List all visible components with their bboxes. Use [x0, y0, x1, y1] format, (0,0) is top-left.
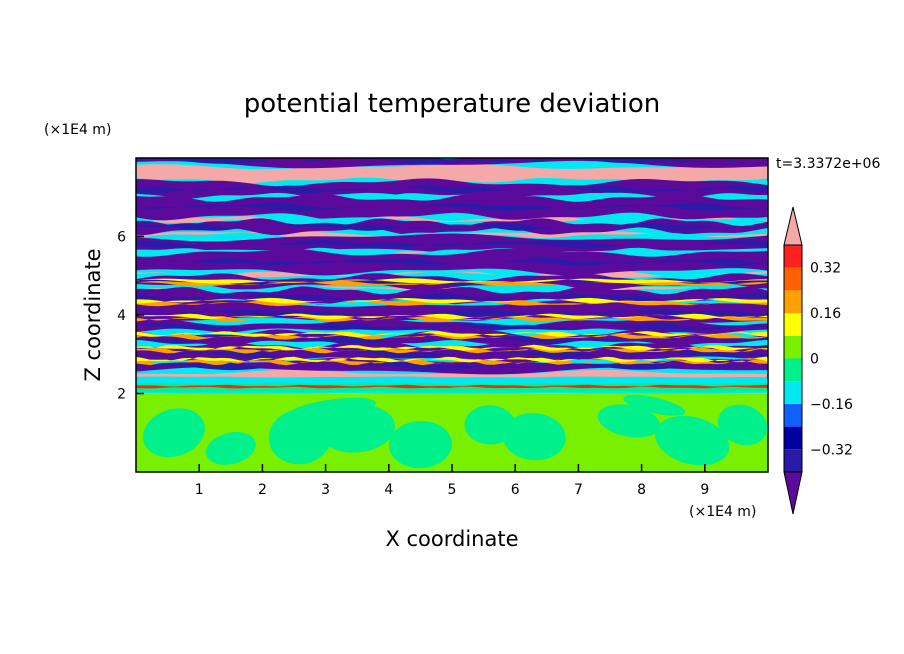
contour-core-blue — [136, 203, 768, 212]
contour-edge-yellow — [136, 356, 768, 363]
colorbar-segment — [784, 403, 802, 427]
contour-core-blue — [136, 222, 768, 231]
swirl-blob — [142, 408, 205, 458]
colorbar-tick-label: 0.32 — [810, 261, 841, 277]
chart-title: potential temperature deviation — [244, 89, 660, 119]
contour-edge-orange — [136, 333, 768, 340]
contour-core-blue — [136, 257, 768, 267]
contour-edge-yellow — [136, 344, 768, 351]
x-tick-label: 1 — [195, 482, 204, 498]
colorbar-segment — [784, 245, 802, 268]
colorbar-tick-label: −0.16 — [810, 397, 853, 413]
x-tick-label: 6 — [511, 482, 520, 498]
swirl-blob — [464, 405, 516, 445]
contour-core-blue — [136, 293, 768, 302]
colorbar-segment — [784, 426, 802, 450]
colorbar-tick-label: 0.16 — [810, 306, 841, 322]
swirl-blob — [288, 397, 376, 421]
contour-edge-yellow — [136, 297, 768, 304]
swirl-blob — [655, 415, 730, 466]
contour-core-blue — [136, 362, 768, 371]
swirl-blob — [268, 409, 332, 465]
swirl-blob — [717, 404, 768, 446]
contour-edge-orange — [136, 280, 768, 287]
contour-core-blue — [136, 240, 768, 249]
contour-edge-yellow — [136, 331, 768, 337]
x-tick-label: 5 — [448, 482, 457, 498]
contour-core-blue — [136, 158, 768, 164]
contour-edge-yellow — [136, 313, 768, 320]
contour-core-blue — [136, 185, 768, 194]
contour-edge-orange — [136, 300, 768, 307]
x-tick-label: 7 — [574, 482, 583, 498]
colorbar-segment — [784, 313, 802, 336]
swirl-blob — [623, 394, 686, 416]
plot-area — [136, 158, 768, 472]
colorbar-segment — [784, 335, 802, 359]
y-tick-label: 2 — [117, 387, 126, 403]
transition-layer-red — [136, 384, 768, 389]
contour-band-purple — [136, 248, 768, 276]
x-unit-label: (×1E4 m) — [689, 504, 756, 520]
contour-edge-orange — [136, 316, 768, 322]
x-axis-label: X coordinate — [385, 527, 518, 551]
contour-edge-yellow — [136, 278, 768, 284]
colorbar-tick-label: −0.32 — [810, 442, 853, 458]
y-axis: 2 4 6 — [117, 230, 144, 403]
colorbar-tick-label: 0 — [810, 352, 819, 368]
colorbar-segment — [784, 381, 802, 404]
colorbar-segment — [784, 449, 802, 472]
y-unit-label: (×1E4 m) — [44, 122, 111, 138]
colorbar-frame — [783, 244, 803, 473]
x-tick-label: 9 — [700, 482, 709, 498]
swirl-blob — [388, 420, 452, 469]
colorbar-extend-top — [783, 206, 803, 246]
x-tick-label: 4 — [384, 482, 393, 498]
contour-core-blue — [136, 322, 768, 331]
y-axis-label: Z coordinate — [81, 248, 105, 381]
colorbar-extend-bottom — [783, 471, 803, 515]
x-tick-label: 2 — [258, 482, 267, 498]
swirl-blob — [597, 404, 661, 438]
colorbar-segment — [784, 290, 802, 314]
x-tick-label: 3 — [321, 482, 330, 498]
contour-band-purple — [136, 193, 768, 221]
x-tick-label: 8 — [637, 482, 646, 498]
y-tick-label: 6 — [117, 230, 126, 246]
time-label: t=3.3372e+06 — [776, 156, 880, 172]
colorbar: 0.32 0.16 0 −0.16 −0.32 — [783, 206, 853, 515]
colorbar-segment — [784, 267, 802, 291]
swirl-blob — [205, 432, 256, 465]
colorbar-segment — [784, 358, 802, 382]
y-tick-label: 4 — [117, 308, 126, 324]
swirl-blob — [502, 413, 566, 461]
contour-band-purple — [136, 218, 768, 236]
contour-band-purple — [136, 318, 768, 336]
x-axis: 1 2 3 4 5 6 7 8 9 — [195, 464, 709, 498]
